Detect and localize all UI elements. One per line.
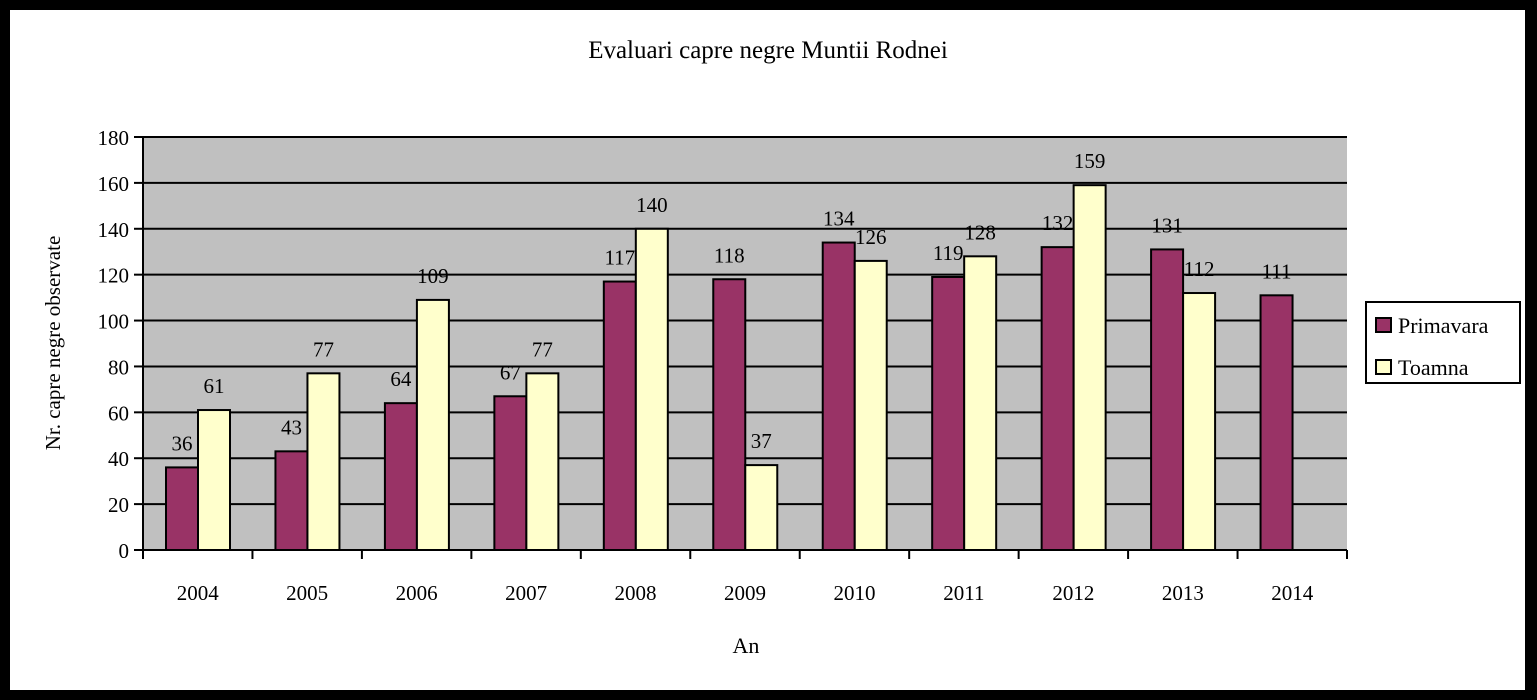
data-label: 77 [313,337,334,361]
bar-toamna [744,464,779,552]
y-tick-label: 60 [108,401,129,425]
data-label: 131 [1151,213,1183,237]
data-label: 61 [204,374,225,398]
x-tick-label: 2005 [286,581,328,605]
data-label: 37 [751,429,772,453]
data-label: 134 [823,207,855,231]
data-label: 111 [1262,259,1292,283]
legend: Primavara Toamna [1365,301,1521,384]
bar-toamna [306,372,341,552]
legend-swatch-toamna [1375,359,1392,375]
chart-title: Evaluari capre negre Muntii Rodnei [588,37,948,64]
legend-swatch-primavara [1375,317,1392,333]
x-tick-label: 2013 [1162,581,1204,605]
bar-toamna [197,409,231,551]
x-tick-label: 2010 [833,581,875,605]
x-tick-label: 2008 [615,581,657,605]
bar-primavara [383,402,418,551]
bar-primavara [1150,248,1185,552]
bar-primavara [712,278,747,551]
x-tick-label: 2009 [724,581,766,605]
y-tick-label: 20 [108,493,129,517]
data-label: 109 [417,264,449,288]
x-tick-label: 2006 [396,581,438,605]
legend-label: Toamna [1398,355,1469,380]
bar-primavara [165,466,199,551]
data-label: 128 [964,220,996,244]
y-tick-label: 180 [98,126,130,150]
bar-toamna [634,227,669,551]
y-tick-label: 160 [98,172,130,196]
bar-toamna [1072,184,1107,552]
x-tick-label: 2014 [1271,581,1314,605]
data-label: 132 [1042,211,1074,235]
data-label: 119 [933,241,964,265]
bar-toamna [1182,292,1217,551]
bar-toamna [525,372,560,552]
bar-primavara [1040,246,1075,551]
y-axis-label: Nr. capre negre observate [41,236,65,451]
data-label: 67 [500,360,521,384]
bar-toamna [415,298,450,551]
data-label: 64 [390,367,412,391]
x-axis-label: An [733,633,760,658]
data-label: 36 [172,431,193,455]
bar-primavara [1259,294,1294,552]
data-label: 159 [1074,149,1106,173]
data-label: 140 [636,193,668,217]
y-tick-label: 40 [108,447,129,471]
x-tick-label: 2004 [177,581,220,605]
x-tick-label: 2007 [505,581,547,605]
x-tick-label: 2011 [943,581,984,605]
bar-primavara [821,241,856,552]
data-label: 112 [1184,257,1215,281]
data-label: 118 [714,243,745,267]
data-label: 43 [281,415,302,439]
data-label: 117 [604,246,635,270]
y-tick-label: 80 [108,355,129,379]
y-tick-label: 100 [98,310,130,334]
bar-toamna [853,259,888,551]
data-label: 126 [855,225,887,249]
x-tick-label: 2012 [1052,581,1094,605]
bar-primavara [602,280,637,551]
y-tick-label: 0 [119,539,130,563]
y-tick-label: 140 [98,218,130,242]
legend-label: Primavara [1398,313,1489,338]
bar-toamna [963,255,998,551]
bar-primavara [274,450,309,552]
y-tick-label: 120 [98,264,130,288]
bar-primavara [931,275,966,551]
bar-primavara [493,395,528,551]
data-label: 77 [532,337,553,361]
